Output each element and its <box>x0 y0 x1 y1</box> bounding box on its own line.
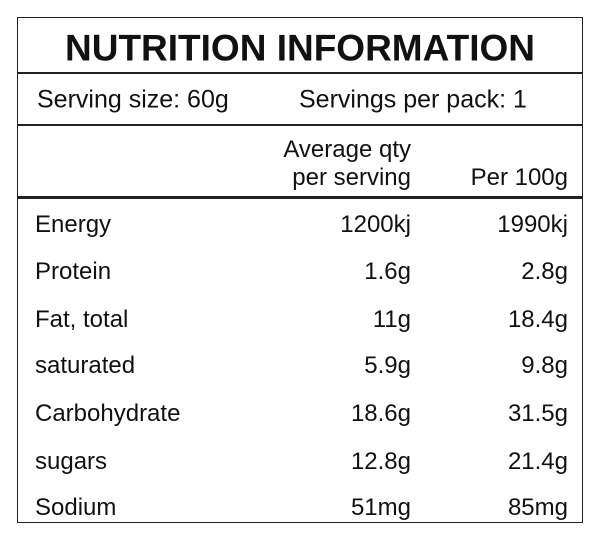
nutrient-value: 9.8g <box>521 352 568 379</box>
nutrient-value: 31.5g <box>507 400 568 427</box>
nutrient-name: sugars <box>35 448 108 475</box>
nutrient-name: saturated <box>35 352 136 379</box>
divider <box>17 124 583 126</box>
nutrient-value: 18.4g <box>507 306 568 333</box>
nutrient-value: 2.8g <box>521 258 568 285</box>
nutrient-value: 18.6g <box>350 400 411 427</box>
nutrient-value: 1990kj <box>497 211 568 238</box>
nutrient-name: Energy <box>35 211 112 238</box>
nutrient-value: 1.6g <box>364 258 411 285</box>
nutrient-value: 85mg <box>507 494 568 521</box>
serving-size: Serving size: 60g <box>37 85 229 114</box>
nutrient-name: Protein <box>35 258 112 285</box>
title: NUTRITION INFORMATION <box>65 27 535 69</box>
nutrient-name: Sodium <box>35 494 117 521</box>
nutrient-name: Fat, total <box>35 306 129 333</box>
nutrient-value: 51mg <box>350 494 411 521</box>
nutrient-name: Carbohydrate <box>35 400 181 427</box>
nutrient-value: 12.8g <box>350 448 411 475</box>
nutrient-value: 11g <box>372 306 411 333</box>
nutrient-value: 21.4g <box>507 448 568 475</box>
nutrient-value: 5.9g <box>364 352 411 379</box>
divider <box>17 196 583 199</box>
column-header: Per 100g <box>470 164 568 191</box>
column-header: Average qty <box>283 136 411 163</box>
servings-per-pack: Servings per pack: 1 <box>299 85 527 114</box>
column-header: per serving <box>292 164 411 191</box>
nutrient-value: 1200kj <box>340 211 411 238</box>
divider <box>17 72 583 74</box>
label-border <box>17 17 583 523</box>
